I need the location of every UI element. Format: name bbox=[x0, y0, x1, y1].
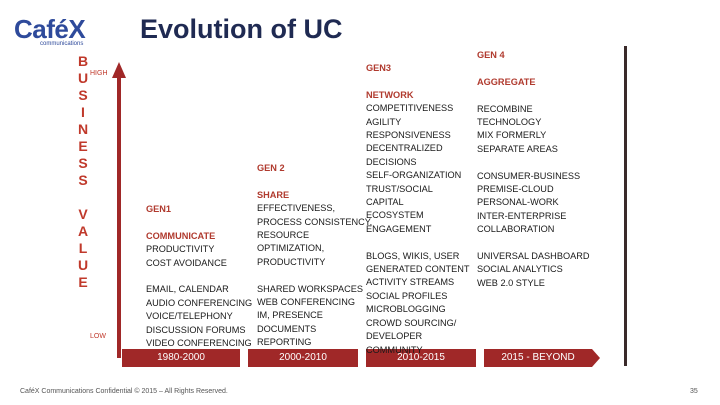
tech-line: WEB 2.0 STYLE bbox=[477, 277, 545, 288]
timeline: 1980-2000 2000-2010 2010-2015 2015 - BEY… bbox=[122, 349, 602, 367]
tech-line: IM, PRESENCE bbox=[257, 310, 323, 321]
gen3-column: GEN3 NETWORK COMPETITIVENESS AGILITY RES… bbox=[366, 62, 469, 357]
value-line: CAPITAL bbox=[366, 197, 404, 208]
timeline-segment: 1980-2000 bbox=[122, 349, 240, 367]
yaxis-letter: U bbox=[77, 70, 89, 86]
tech-line: WEB CONFERENCING bbox=[257, 297, 356, 308]
value-line: RESPONSIVENESS bbox=[366, 130, 451, 141]
footer-copyright: CaféX Communications Confidential © 2015… bbox=[20, 388, 228, 395]
yaxis-letter: E bbox=[78, 138, 88, 154]
value-line: COST AVOIDANCE bbox=[146, 257, 227, 268]
timeline-notch bbox=[476, 349, 484, 367]
value-line: EFFECTIVENESS, bbox=[257, 203, 336, 214]
gen2-column: GEN 2 SHARE EFFECTIVENESS, PROCESS CONSI… bbox=[257, 162, 372, 350]
value-line: CONSUMER-BUSINESS bbox=[477, 170, 581, 181]
gen-heading: COMMUNICATE bbox=[146, 230, 216, 241]
yaxis-letter: N bbox=[77, 121, 89, 137]
vertical-arrow bbox=[117, 78, 121, 358]
gen-heading: NETWORK bbox=[366, 89, 414, 100]
gen4-column: GEN 4 AGGREGATE RECOMBINE TECHNOLOGY MIX… bbox=[477, 49, 590, 290]
gen-heading: AGGREGATE bbox=[477, 76, 536, 87]
yaxis-letter: B bbox=[77, 53, 89, 69]
value-line: COMPETITIVENESS bbox=[366, 103, 454, 114]
tech-line: COMMUNITY bbox=[366, 344, 423, 355]
value-line: RECOMBINE bbox=[477, 103, 533, 114]
tech-line: SHARED WORKSPACES bbox=[257, 283, 364, 294]
timeline-arrow-tip bbox=[592, 349, 600, 367]
tech-line: DOCUMENTS bbox=[257, 323, 317, 334]
tech-line: GENERATED CONTENT bbox=[366, 264, 470, 275]
gen1-column: GEN1 COMMUNICATE PRODUCTIVITY COST AVOID… bbox=[146, 203, 252, 350]
tech-line: AUDIO CONFERENCING bbox=[146, 297, 253, 308]
tech-line: DEVELOPER bbox=[366, 331, 423, 342]
value-line: AGILITY bbox=[366, 116, 402, 127]
value-line: PERSONAL-WORK bbox=[477, 197, 559, 208]
slide-title: Evolution of UC bbox=[140, 14, 343, 44]
tech-line: EMAIL, CALENDAR bbox=[146, 284, 229, 295]
yaxis-letter: S bbox=[78, 155, 88, 171]
yaxis-letter: E bbox=[78, 274, 88, 290]
yaxis-letter: S bbox=[78, 87, 88, 103]
timeline-segment: 2000-2010 bbox=[248, 349, 358, 367]
timeline-notch bbox=[358, 349, 366, 367]
value-line: INTER-ENTERPRISE bbox=[477, 210, 567, 221]
gen-label: GEN1 bbox=[146, 204, 172, 214]
value-line: PROCESS CONSISTENCY, bbox=[257, 216, 373, 227]
tech-line: ACTIVITY STREAMS bbox=[366, 277, 455, 288]
yaxis-letter: S bbox=[78, 172, 88, 188]
right-divider bbox=[624, 46, 627, 366]
logo-subtitle: communications bbox=[40, 41, 84, 47]
tech-line: BLOGS, WIKIS, USER bbox=[366, 250, 460, 261]
company-logo: CaféX communications bbox=[14, 14, 124, 54]
tech-line: SOCIAL ANALYTICS bbox=[477, 264, 563, 275]
page-number: 35 bbox=[690, 388, 698, 395]
value-line: ECOSYSTEM bbox=[366, 210, 424, 221]
value-line: ENGAGEMENT bbox=[366, 223, 432, 234]
yaxis-letter: I bbox=[81, 104, 85, 120]
value-line: MIX FORMERLY bbox=[477, 130, 547, 141]
value-line: COLLABORATION bbox=[477, 224, 555, 235]
yaxis-letter: A bbox=[77, 223, 89, 239]
yaxis-low-label: LOW bbox=[90, 333, 106, 340]
tech-line: DISCUSSION FORUMS bbox=[146, 324, 246, 335]
gen-heading: SHARE bbox=[257, 189, 290, 200]
tech-line: REPORTING bbox=[257, 337, 312, 348]
logo-wordmark: CaféX bbox=[14, 14, 86, 44]
yaxis-letter: V bbox=[78, 206, 88, 222]
value-line: PRODUCTIVITY bbox=[257, 256, 326, 267]
tech-line: UNIVERSAL DASHBOARD bbox=[477, 251, 590, 262]
value-line: DECISIONS bbox=[366, 156, 417, 167]
tech-line: SOCIAL PROFILES bbox=[366, 290, 448, 301]
gen-label: GEN 2 bbox=[257, 163, 285, 173]
value-line: PREMISE-CLOUD bbox=[477, 184, 554, 195]
timeline-segment: 2010-2015 bbox=[366, 349, 476, 367]
timeline-segment: 2015 - BEYOND bbox=[484, 349, 592, 367]
yaxis-letter: U bbox=[77, 257, 89, 273]
tech-line: MICROBLOGGING bbox=[366, 304, 446, 315]
timeline-notch bbox=[240, 349, 248, 367]
yaxis-letter: L bbox=[78, 240, 88, 256]
yaxis-high-label: HIGH bbox=[90, 70, 108, 77]
tech-line: VOICE/TELEPHONY bbox=[146, 311, 233, 322]
gen-label: GEN 4 bbox=[477, 50, 505, 60]
value-line: TECHNOLOGY bbox=[477, 117, 542, 127]
value-line: RESOURCE bbox=[257, 230, 310, 241]
gen-label: GEN3 bbox=[366, 63, 392, 73]
value-line: PRODUCTIVITY bbox=[146, 244, 215, 255]
value-line: SELF-ORGANIZATION bbox=[366, 170, 462, 181]
tech-line: CROWD SOURCING/ bbox=[366, 317, 457, 328]
value-line: SEPARATE AREAS bbox=[477, 143, 558, 154]
value-line: DECENTRALIZED bbox=[366, 143, 443, 154]
value-line: TRUST/SOCIAL bbox=[366, 183, 433, 194]
arrow-up-head bbox=[112, 62, 126, 78]
value-line: OPTIMIZATION, bbox=[257, 243, 325, 254]
tech-line: VIDEO CONFERENCING bbox=[146, 338, 252, 349]
